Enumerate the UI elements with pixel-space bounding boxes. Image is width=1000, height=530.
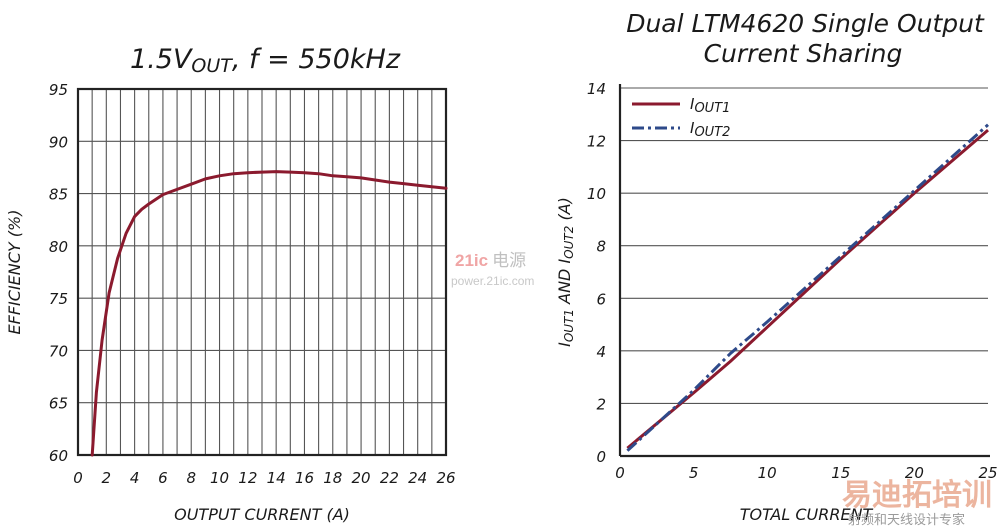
current-sharing-y-tick-labels: 0 2 4 6 8 10 12 14 [587, 80, 606, 466]
current-sharing-x-tick: 10 [758, 464, 777, 482]
efficiency-y-tick-labels: 60 65 70 75 80 85 90 95 [49, 81, 68, 465]
efficiency-x-tick: 0 [73, 469, 83, 487]
efficiency-y-tick: 90 [49, 133, 68, 151]
current-sharing-x-tick: 20 [905, 464, 924, 482]
efficiency-y-tick: 80 [49, 238, 68, 256]
current-sharing-legend: IOUT1 IOUT2 [632, 95, 730, 140]
watermark-21ic-logo: 21ic 电源 [455, 251, 526, 270]
current-sharing-title-line2: Current Sharing [704, 39, 903, 68]
current-sharing-y-tick: 2 [596, 395, 606, 413]
current-sharing-y-tick: 4 [596, 343, 606, 361]
efficiency-y-tick: 75 [49, 290, 68, 308]
efficiency-x-tick: 8 [186, 469, 196, 487]
iout2-series-line [626, 123, 989, 452]
watermark-21ic-url: power.21ic.com [451, 274, 534, 288]
efficiency-x-tick: 26 [436, 469, 455, 487]
current-sharing-x-tick-labels: 0 5 10 15 20 25 [615, 464, 997, 482]
efficiency-y-axis-label: EFFICIENCY (%) [5, 210, 24, 335]
efficiency-x-tick: 14 [267, 469, 286, 487]
current-sharing-chart: Dual LTM4620 Single Output Current Shari… [555, 9, 998, 524]
efficiency-chart-title: 1.5VOUT, f = 550kHz [130, 44, 401, 77]
current-sharing-y-tick: 8 [596, 238, 606, 256]
efficiency-x-tick: 16 [295, 469, 314, 487]
efficiency-x-axis-label: OUTPUT CURRENT (A) [174, 505, 350, 524]
current-sharing-y-tick: 10 [587, 185, 606, 203]
efficiency-x-tick-labels: 0 2 4 6 8 10 12 14 16 18 20 22 24 26 [73, 469, 455, 487]
efficiency-chart-frame [76, 87, 448, 457]
efficiency-chart: 1.5VOUT, f = 550kHz 0 2 4 6 8 10 12 14 16 18 20 22 2… [5, 44, 456, 524]
efficiency-x-tick: 2 [102, 469, 112, 487]
current-sharing-x-tick: 5 [689, 464, 699, 482]
efficiency-series-line [90, 170, 448, 457]
efficiency-x-tick: 12 [238, 469, 257, 487]
current-sharing-title-line1: Dual LTM4620 Single Output [626, 9, 985, 38]
efficiency-y-tick: 70 [49, 342, 68, 360]
current-sharing-y-axis-label: IOUT1 AND IOUT2 (A) [555, 197, 576, 347]
legend-iout1-label: IOUT1 [690, 95, 730, 116]
current-sharing-y-tick: 12 [587, 133, 606, 151]
legend-iout2-label: IOUT2 [690, 119, 730, 140]
watermark-21ic: 21ic 电源 power.21ic.com [451, 251, 534, 288]
efficiency-chart-grid [78, 89, 446, 455]
efficiency-x-tick: 24 [408, 469, 427, 487]
watermark-brand-name: 易迪拓培训 [842, 478, 992, 513]
current-sharing-x-tick: 15 [831, 464, 850, 482]
current-sharing-y-tick: 14 [587, 80, 606, 98]
current-sharing-x-tick: 25 [978, 464, 997, 482]
watermark-brand-subtitle: 射频和天线设计专家 [848, 512, 965, 528]
efficiency-y-tick: 85 [49, 186, 68, 204]
efficiency-x-tick: 10 [210, 469, 229, 487]
efficiency-x-tick: 22 [380, 469, 399, 487]
current-sharing-y-tick: 0 [596, 448, 606, 466]
efficiency-x-tick: 4 [130, 469, 140, 487]
current-sharing-x-tick: 0 [615, 464, 625, 482]
efficiency-x-tick: 6 [158, 469, 168, 487]
efficiency-x-tick: 20 [352, 469, 371, 487]
efficiency-y-tick: 65 [49, 395, 68, 413]
efficiency-y-tick: 60 [49, 447, 68, 465]
efficiency-y-tick: 95 [49, 81, 68, 99]
iout1-series-line [626, 128, 989, 450]
watermark-brand: 易迪拓培训 射频和天线设计专家 [842, 478, 992, 528]
current-sharing-y-tick: 6 [596, 290, 606, 308]
current-sharing-grid [620, 87, 988, 404]
current-sharing-x-axis-label: TOTAL CURRENT [740, 505, 874, 524]
efficiency-x-tick: 18 [323, 469, 342, 487]
